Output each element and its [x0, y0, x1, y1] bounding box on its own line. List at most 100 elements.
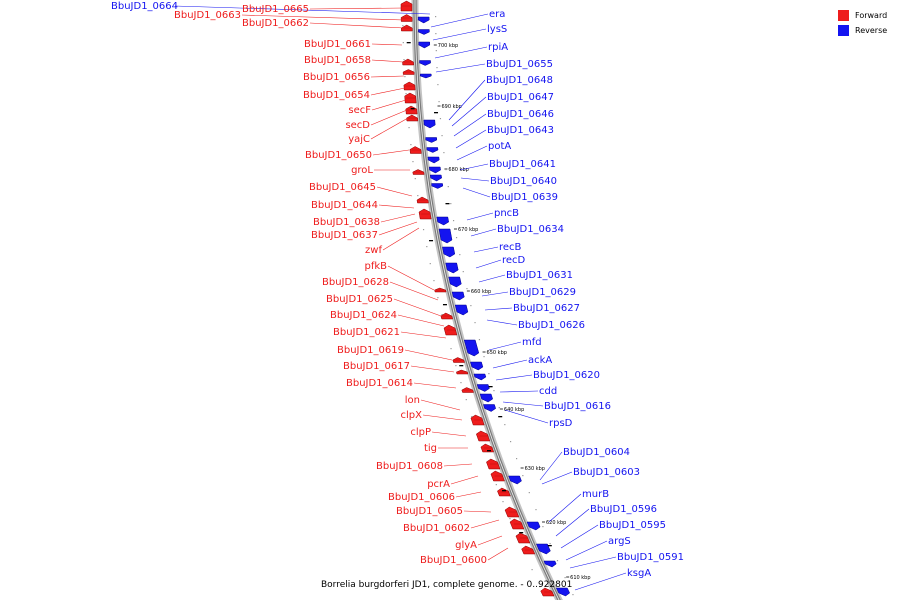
minor-mark	[455, 237, 458, 239]
leader-line	[456, 145, 488, 161]
gene-label-pfkb: pfkB	[364, 261, 387, 272]
reverse-gene	[417, 41, 431, 49]
leader-line	[459, 163, 489, 171]
leader-line	[400, 331, 447, 339]
reverse-gene	[429, 174, 442, 182]
forward-gene	[404, 92, 417, 104]
leader-line	[539, 451, 563, 481]
tick-label: 650 kbp	[487, 350, 507, 356]
leader-line	[376, 186, 413, 197]
gene-label-bbujd1-0614: BbuJD1_0614	[346, 378, 413, 389]
forward-gene	[521, 545, 536, 555]
reverse-gene	[526, 521, 541, 531]
gene-label-secf: secF	[348, 105, 371, 116]
leader-line	[422, 414, 463, 421]
leader-line	[371, 43, 403, 46]
small-feature	[502, 490, 507, 492]
forward-gene	[400, 0, 413, 12]
minor-mark	[535, 509, 537, 511]
reverse-gene	[430, 183, 444, 189]
leader-line	[393, 298, 442, 317]
legend: Forward Reverse	[838, 8, 887, 38]
backbone-highlight	[414, 0, 560, 600]
leader-line	[560, 524, 599, 549]
leader-line	[502, 401, 544, 407]
forward-gene	[440, 312, 454, 320]
leader-line	[431, 431, 467, 437]
leader-line	[378, 204, 415, 209]
gene-label-bbujd1-0603: BbuJD1_0603	[573, 467, 640, 478]
minor-mark	[429, 263, 431, 265]
gene-label-bbujd1-0646: BbuJD1_0646	[487, 109, 554, 120]
reverse-gene	[479, 393, 493, 403]
forward-gene	[475, 430, 491, 442]
reverse-gene	[426, 147, 439, 153]
minor-mark	[572, 594, 574, 596]
leader-line	[413, 382, 457, 389]
reverse-gene	[442, 246, 456, 258]
leader-line	[470, 228, 497, 237]
forward-gene	[461, 387, 474, 393]
minor-mark	[435, 16, 437, 18]
leader-line	[455, 129, 487, 149]
gene-label-zwf: zwf	[365, 245, 382, 256]
leader-line	[477, 535, 503, 546]
leader-line	[484, 307, 513, 311]
forward-gene	[400, 14, 413, 22]
minor-mark	[474, 322, 476, 324]
leader-line	[389, 281, 439, 301]
scale-ticks: 700 kbp 690 kbp 680 kbp 670 kbp 660 kbp 650 k…	[402, 8, 591, 596]
tick-label: 660 kbp	[471, 289, 491, 295]
minor-mark	[483, 356, 485, 358]
small-feature	[547, 545, 552, 547]
minor-mark	[460, 382, 462, 384]
minor-mark	[410, 144, 412, 146]
minor-mark	[516, 458, 518, 460]
gene-label-bbujd1-0665: BbuJD1_0665	[242, 4, 309, 15]
minor-mark	[405, 93, 407, 95]
reverse-gene	[451, 291, 465, 301]
gene-label-bbujd1-0629: BbuJD1_0629	[509, 287, 576, 298]
forward-gene	[406, 114, 419, 122]
gene-label-bbujd1-0641: BbuJD1_0641	[489, 159, 556, 170]
gene-label-bbujd1-0602: BbuJD1_0602	[403, 523, 470, 534]
gene-label-pcra: pcrA	[427, 479, 450, 490]
leader-line	[455, 491, 482, 498]
forward-gene	[402, 58, 414, 66]
gene-label-bbujd1-0643: BbuJD1_0643	[487, 125, 554, 136]
reverse-gene	[543, 560, 557, 568]
minor-mark	[441, 314, 443, 316]
forward-gene	[418, 208, 432, 220]
leader-line	[371, 99, 407, 111]
leader-line	[410, 365, 455, 373]
gene-label-bbujd1-0662: BbuJD1_0662	[242, 18, 309, 29]
small-feature	[498, 416, 503, 418]
tick-label: 610 kbp	[570, 575, 590, 581]
small-feature	[459, 365, 464, 367]
minor-mark	[417, 195, 419, 197]
minor-mark	[426, 246, 428, 248]
minor-mark	[495, 484, 497, 486]
leader-line	[397, 314, 445, 327]
minor-mark	[542, 526, 544, 528]
minor-mark	[435, 33, 437, 35]
legend-reverse: Reverse	[838, 23, 887, 38]
leader-line	[370, 87, 406, 96]
leader-line	[382, 227, 420, 251]
gene-features	[400, 0, 571, 597]
small-feature	[519, 532, 524, 534]
forward-gene	[509, 518, 525, 530]
minor-mark	[445, 169, 447, 171]
gene-label-rpia: rpiA	[488, 42, 508, 53]
leader-line	[555, 508, 590, 537]
small-feature	[442, 304, 447, 306]
leader-line	[309, 7, 405, 10]
reverse-gene	[438, 228, 453, 244]
leader-line	[370, 75, 405, 78]
leader-line	[432, 28, 487, 41]
minor-mark	[471, 416, 473, 418]
gene-label-bbujd1-0596: BbuJD1_0596	[590, 504, 657, 515]
leader-line	[466, 212, 494, 221]
leader-line	[499, 390, 539, 393]
minor-mark	[466, 288, 468, 290]
